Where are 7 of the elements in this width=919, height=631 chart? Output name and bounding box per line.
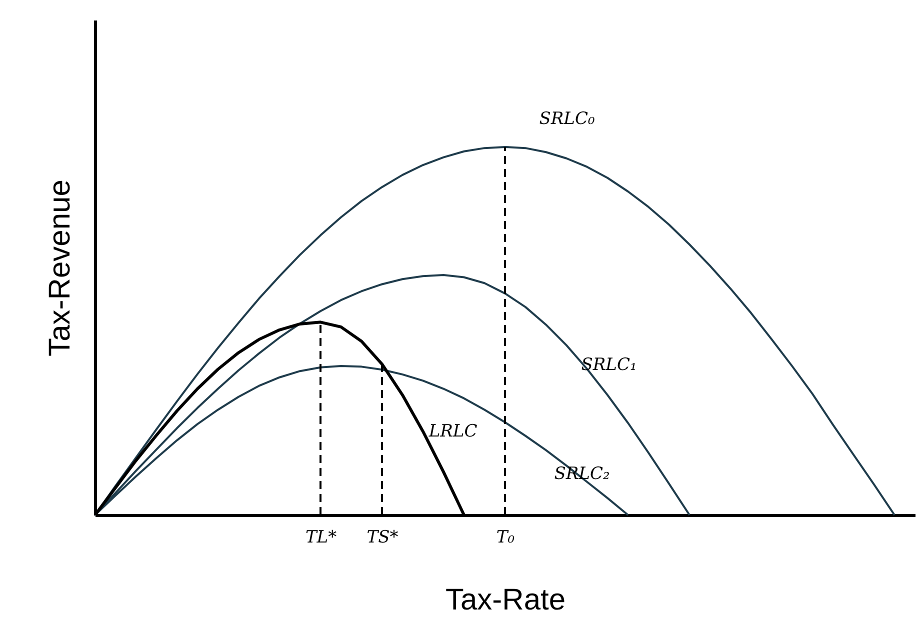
x-axis-title: Tax-Rate	[445, 584, 566, 616]
x-tick-label: TL*	[305, 528, 338, 548]
y-axis-title: Tax-Revenue	[44, 180, 76, 356]
series-label: SRLC₀	[539, 108, 595, 129]
x-tick-label: T₀	[496, 528, 515, 548]
series-label: LRLC	[428, 421, 478, 442]
x-tick-label: TS*	[366, 528, 399, 548]
